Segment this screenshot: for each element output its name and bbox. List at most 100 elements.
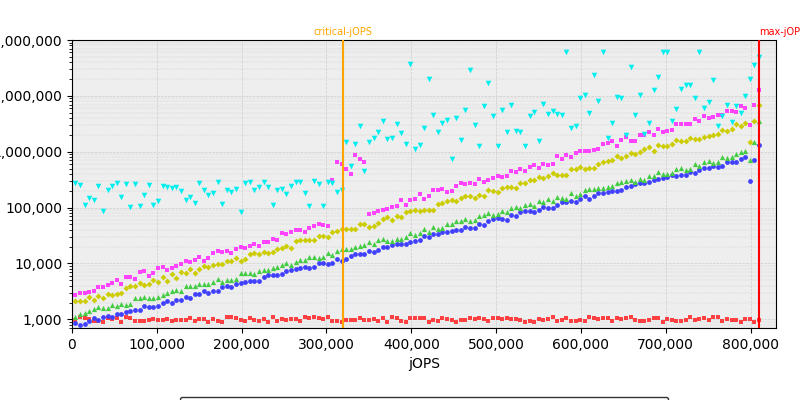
99-th percentile (294, 227, 306, 234)
90-th percentile (184, 283, 197, 289)
99-th percentile (431, 187, 444, 193)
min (418, 315, 430, 321)
min (87, 318, 100, 324)
max (670, 106, 683, 112)
95-th percentile (743, 139, 756, 145)
min (230, 315, 242, 321)
95-th percentile (418, 207, 430, 214)
90-th percentile (629, 179, 642, 185)
median (294, 265, 306, 271)
max (569, 122, 582, 129)
90-th percentile (216, 279, 229, 285)
median (280, 268, 293, 275)
median (216, 284, 229, 290)
90-th percentile (482, 210, 494, 216)
95-th percentile (496, 185, 509, 191)
median (533, 207, 546, 213)
median (87, 315, 100, 322)
99-th percentile (110, 277, 123, 283)
max (587, 72, 600, 78)
min (74, 314, 86, 320)
median (119, 308, 132, 315)
median (587, 193, 600, 199)
99-th percentile (523, 164, 536, 170)
99-th percentile (238, 244, 251, 251)
min (110, 315, 123, 322)
90-th percentile (238, 270, 251, 276)
90-th percentile (578, 187, 591, 193)
95-th percentile (69, 298, 82, 304)
90-th percentile (294, 257, 306, 263)
max (248, 187, 261, 194)
max (427, 111, 440, 118)
max (619, 132, 632, 138)
max (307, 178, 320, 184)
90-th percentile (478, 212, 490, 218)
min (344, 317, 357, 323)
max (354, 123, 366, 130)
95-th percentile (652, 142, 665, 148)
90-th percentile (496, 208, 509, 214)
95-th percentile (399, 209, 412, 215)
90-th percentile (431, 225, 444, 232)
min (523, 318, 536, 324)
95-th percentile (606, 157, 618, 163)
min (377, 315, 390, 321)
min (362, 317, 375, 324)
90-th percentile (454, 218, 467, 224)
99-th percentile (491, 172, 504, 179)
90-th percentile (615, 179, 628, 185)
95-th percentile (174, 269, 187, 276)
min (307, 314, 320, 320)
90-th percentile (248, 270, 261, 277)
min (198, 316, 210, 322)
90-th percentile (518, 202, 531, 208)
99-th percentile (211, 247, 224, 254)
95-th percentile (610, 153, 623, 159)
min (565, 318, 578, 324)
90-th percentile (69, 314, 82, 320)
90-th percentile (206, 279, 219, 286)
max (129, 181, 142, 187)
median (161, 298, 174, 304)
90-th percentile (739, 148, 752, 154)
max (290, 179, 302, 185)
median (634, 180, 646, 186)
95-th percentile (482, 187, 494, 193)
90-th percentile (188, 283, 201, 289)
90-th percentile (362, 239, 375, 245)
95-th percentile (587, 164, 600, 171)
median (721, 158, 734, 165)
90-th percentile (638, 177, 650, 183)
99-th percentile (496, 173, 509, 180)
min (243, 315, 256, 322)
90-th percentile (743, 157, 756, 164)
90-th percentile (624, 176, 637, 183)
99-th percentile (624, 138, 637, 145)
99-th percentile (221, 247, 234, 254)
max (454, 137, 467, 143)
90-th percentile (92, 304, 105, 310)
median (362, 248, 375, 254)
90-th percentile (555, 195, 568, 201)
median (441, 229, 454, 236)
min (546, 314, 559, 321)
median (569, 199, 582, 205)
90-th percentile (147, 294, 160, 301)
99-th percentile (473, 176, 486, 182)
median (262, 272, 274, 278)
max (280, 191, 293, 198)
90-th percentile (468, 217, 481, 224)
95-th percentile (642, 144, 655, 150)
99-th percentile (354, 156, 366, 162)
95-th percentile (326, 229, 338, 235)
min (317, 316, 330, 322)
median (592, 190, 605, 196)
max (101, 187, 114, 193)
90-th percentile (446, 220, 458, 227)
95-th percentile (574, 164, 586, 170)
max (349, 140, 362, 147)
90-th percentile (221, 277, 234, 284)
90-th percentile (78, 309, 91, 316)
min (266, 314, 279, 321)
